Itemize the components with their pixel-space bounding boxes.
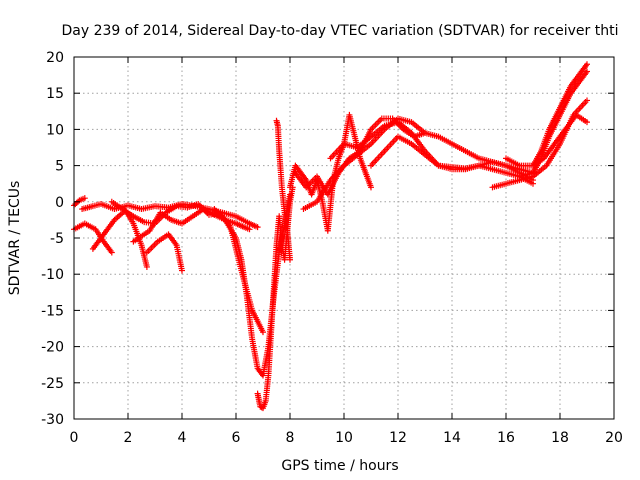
series-track-16: [489, 97, 590, 191]
chart-title: Day 239 of 2014, Sidereal Day-to-day VTE…: [62, 23, 619, 39]
x-tick-label: 18: [551, 430, 569, 446]
y-tick-label: -15: [41, 303, 64, 319]
x-tick-labels: 0 2 4 6 8 10 12 14 16 18 20: [70, 430, 623, 446]
data-point: [143, 263, 150, 270]
series-track-10: [273, 117, 293, 263]
data-point: [179, 267, 185, 274]
x-tick-label: 16: [497, 430, 515, 446]
y-tick-label: -20: [41, 340, 64, 356]
y-tick-labels: -30 -25 -20 -15 -10 -5 0 5 10 15 20: [41, 50, 64, 428]
y-tick-label: 20: [46, 50, 64, 66]
data-point: [246, 226, 253, 233]
y-tick-label: -10: [41, 267, 64, 283]
x-tick-label: 20: [605, 430, 623, 446]
data-point: [530, 180, 536, 187]
y-tick-label: 5: [55, 159, 64, 175]
data-point: [260, 329, 266, 336]
data-point: [368, 184, 374, 191]
x-tick-label: 8: [286, 430, 295, 446]
y-tick-label: -5: [50, 231, 64, 247]
data-point: [108, 249, 115, 256]
data-point: [584, 68, 590, 75]
x-tick-label: 14: [443, 430, 461, 446]
x-tick-label: 2: [124, 430, 133, 446]
axis-ticks: [73, 56, 615, 420]
series-track-11: [287, 111, 374, 234]
y-tick-label: 10: [46, 122, 64, 138]
data-points: [71, 61, 590, 412]
series-track-6: [130, 206, 253, 245]
x-tick-label: 12: [389, 430, 407, 446]
series-track-8: [211, 191, 293, 379]
x-tick-label: 0: [70, 430, 79, 446]
data-point: [81, 195, 88, 202]
series-track-19: [530, 111, 590, 169]
data-point: [287, 256, 293, 263]
y-tick-label: -25: [41, 376, 64, 392]
x-tick-label: 10: [335, 430, 353, 446]
x-tick-label: 4: [178, 430, 187, 446]
data-point: [254, 224, 261, 231]
y-tick-label: 15: [46, 86, 64, 102]
x-tick-label: 6: [232, 430, 241, 446]
data-point: [584, 119, 590, 126]
y-tick-label: 0: [55, 195, 64, 211]
series-track-3: [79, 200, 261, 231]
x-axis-title: GPS time / hours: [281, 458, 398, 474]
data-point: [584, 97, 590, 104]
series-track-2: [71, 220, 115, 256]
data-point: [584, 61, 590, 68]
y-tick-label: -30: [41, 412, 64, 428]
series-track-7: [143, 231, 185, 274]
y-axis-title: SDTVAR / TECUs: [7, 181, 23, 296]
grid: [74, 57, 614, 419]
